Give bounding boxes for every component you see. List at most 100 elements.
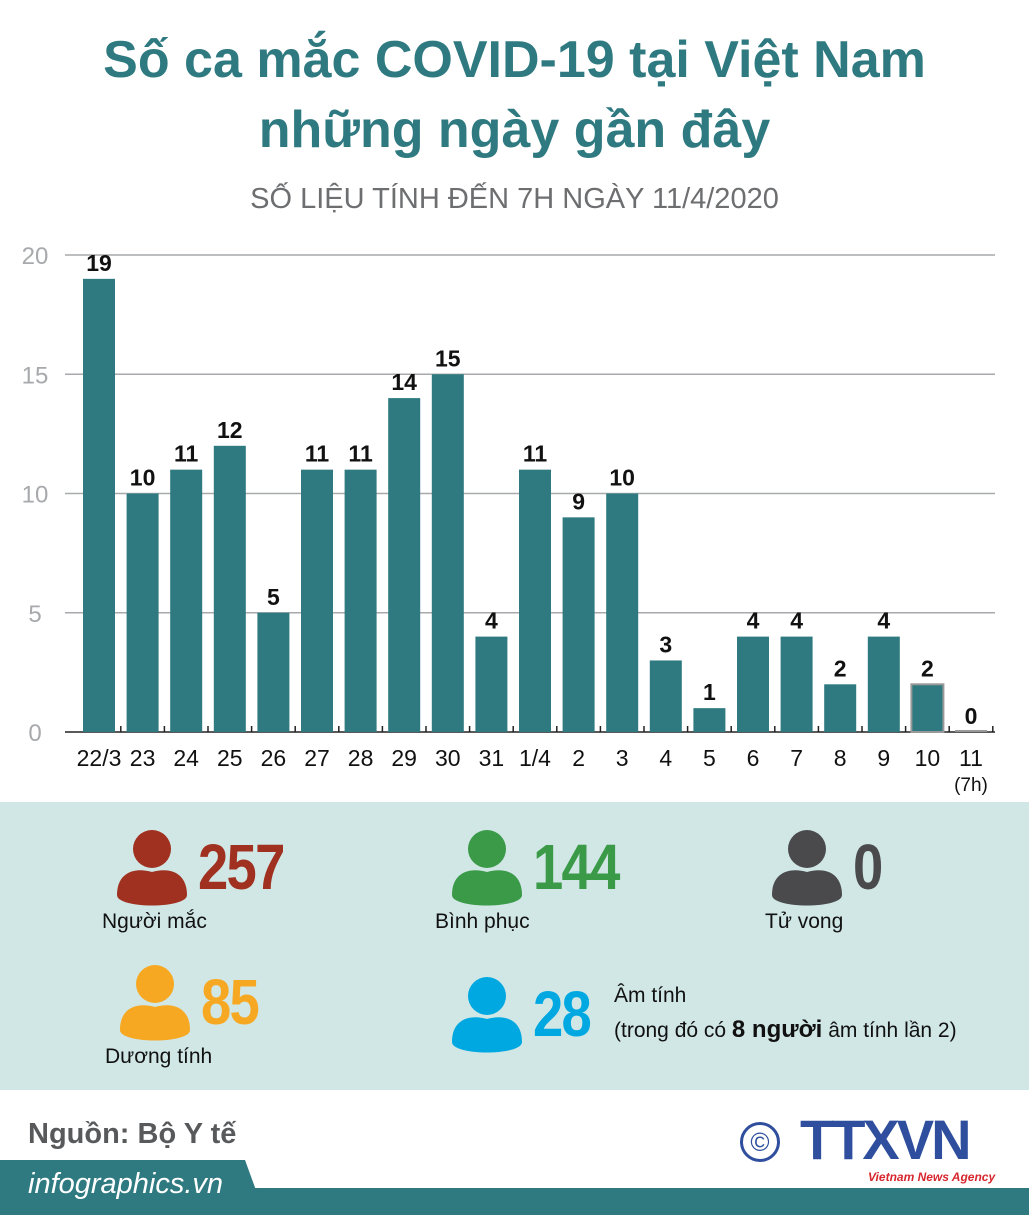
x-tick-label: 11 [959,745,983,771]
data-label: 11 [348,441,373,467]
x-tick-label: 28 [348,745,374,771]
x-tick-label: 24 [173,745,199,771]
bar [126,493,159,732]
bar [824,684,857,732]
data-label: 5 [267,584,280,610]
note-bold: 8 người [731,1016,823,1043]
copyright-icon: © [740,1122,780,1162]
y-tick-label: 20 [22,243,49,270]
bar [170,469,203,732]
stat-deaths: 0 [770,827,887,907]
bar [780,636,813,732]
data-label: 12 [217,417,243,443]
data-label: 4 [485,608,498,634]
x-tick-label: 4 [659,745,672,771]
y-tick-label: 5 [28,601,41,628]
x-tick-note: (7h) [954,775,988,796]
bar [737,636,769,732]
data-label: 19 [86,250,112,276]
person-icon [452,977,522,1053]
infected-count: 257 [198,831,285,903]
x-tick-label: 6 [747,745,760,771]
bar [301,469,333,732]
footer-tab [0,1160,265,1215]
person-icon [120,965,190,1041]
x-tick-label: 5 [703,745,716,771]
y-tick-label: 15 [22,362,49,389]
person-icon [772,830,842,906]
data-label: 14 [391,369,417,395]
x-tick-label: 3 [616,745,629,771]
negative-note: (trong đó có 8 người âm tính lần 2) [614,1016,957,1044]
data-label: 10 [130,465,156,491]
stat-negative: 28 [450,974,600,1054]
bar [83,278,115,732]
data-label: 9 [572,488,585,514]
source: Nguồn: Bộ Y tế [28,1118,237,1150]
data-label: 11 [174,441,199,467]
bar [431,374,464,732]
note-pre: (trong đó có [614,1019,732,1042]
site-link[interactable]: infographics.vn [28,1168,224,1200]
recovered-count: 144 [533,831,620,903]
positive-label: Dương tính [105,1045,213,1068]
data-label: 4 [790,608,803,634]
data-label: 4 [747,608,760,634]
bar [693,708,726,732]
stats-panel: 257 Người mắc 144 Bình phục 0 Tử vong 85… [0,802,1029,1090]
x-tick-label: 25 [217,745,243,771]
data-label: 3 [659,631,672,657]
stat-positive: 85 [118,962,268,1042]
infected-label: Người mắc [102,910,207,933]
x-tick-label: 9 [877,745,890,771]
x-tick-label: 10 [915,745,941,771]
person-icon [117,830,187,906]
data-label: 11 [523,441,548,467]
deaths-count: 0 [853,831,883,903]
bar [606,493,639,732]
negative-label: Âm tính [614,984,687,1007]
title-line2: những ngày gần đây [258,101,771,159]
x-tick-label: 23 [130,745,156,771]
x-tick-label: 29 [391,745,417,771]
stat-recovered: 144 [450,827,634,907]
x-tick-label: 30 [435,745,461,771]
bar [475,636,508,732]
x-tick-label: 26 [261,745,287,771]
deaths-label: Tử vong [765,910,844,933]
person-icon [452,830,522,906]
data-label: 10 [609,465,635,491]
bar [344,469,377,732]
x-tick-label: 7 [790,745,803,771]
logo-subtitle: Vietnam News Agency [868,1170,996,1184]
y-tick-label: 10 [22,482,49,509]
bar [519,469,551,732]
data-label: 15 [435,345,461,371]
subtitle: SỐ LIỆU TÍNH ĐẾN 7H NGÀY 11/4/2020 [250,183,779,215]
x-tick-label: 31 [479,745,505,771]
data-label: 4 [877,608,890,634]
data-label: 2 [834,655,847,681]
data-label: 1 [703,679,716,705]
recovered-label: Bình phục [435,910,530,933]
bar [213,445,246,732]
data-label: 2 [921,655,934,681]
data-label: 11 [305,441,330,467]
x-tick-label: 22/3 [77,745,122,771]
data-label: 0 [965,703,978,729]
bar [649,660,682,732]
stat-infected: 257 [115,827,299,907]
negative-count: 28 [533,978,592,1050]
x-tick-label: 2 [572,745,585,771]
note-post: âm tính lần 2) [822,1019,957,1042]
title-line1: Số ca mắc COVID-19 tại Việt Nam [103,31,926,89]
bar [867,636,900,732]
x-tick-label: 1/4 [519,745,551,771]
ttxvn-logo: TTXVN [800,1108,972,1171]
y-tick-label: 0 [28,720,41,747]
x-tick-label: 8 [834,745,847,771]
bar [257,612,290,732]
x-tick-label: 27 [304,745,330,771]
bar [562,517,595,732]
